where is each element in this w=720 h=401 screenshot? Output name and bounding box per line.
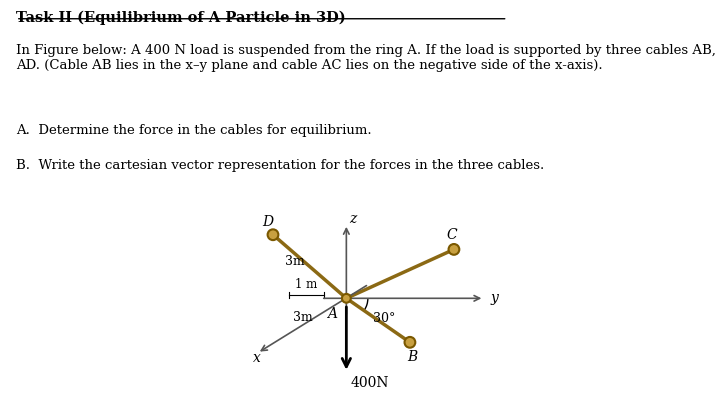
Text: x: x bbox=[253, 351, 261, 365]
Text: D: D bbox=[263, 215, 274, 229]
Text: 3m: 3m bbox=[285, 255, 305, 267]
Text: A: A bbox=[328, 307, 338, 321]
Text: 30°: 30° bbox=[373, 312, 395, 325]
Text: B.  Write the cartesian vector representation for the forces in the three cables: B. Write the cartesian vector representa… bbox=[16, 159, 544, 172]
Text: A.  Determine the force in the cables for equilibrium.: A. Determine the force in the cables for… bbox=[16, 124, 372, 136]
Text: Task II (Equilibrium of A Particle in 3D): Task II (Equilibrium of A Particle in 3D… bbox=[16, 11, 346, 25]
Text: In Figure below: A 400 N load is suspended from the ring A. If the load is suppo: In Figure below: A 400 N load is suspend… bbox=[16, 44, 720, 72]
Text: 400N: 400N bbox=[350, 377, 389, 391]
Circle shape bbox=[342, 294, 351, 303]
Circle shape bbox=[449, 244, 459, 255]
Text: C: C bbox=[446, 228, 456, 242]
Circle shape bbox=[405, 337, 415, 348]
Circle shape bbox=[268, 229, 279, 240]
Text: 1 m: 1 m bbox=[295, 278, 318, 291]
Text: y: y bbox=[490, 291, 498, 305]
Text: 3m: 3m bbox=[293, 311, 313, 324]
Text: B: B bbox=[408, 350, 418, 364]
Text: z: z bbox=[348, 212, 356, 226]
